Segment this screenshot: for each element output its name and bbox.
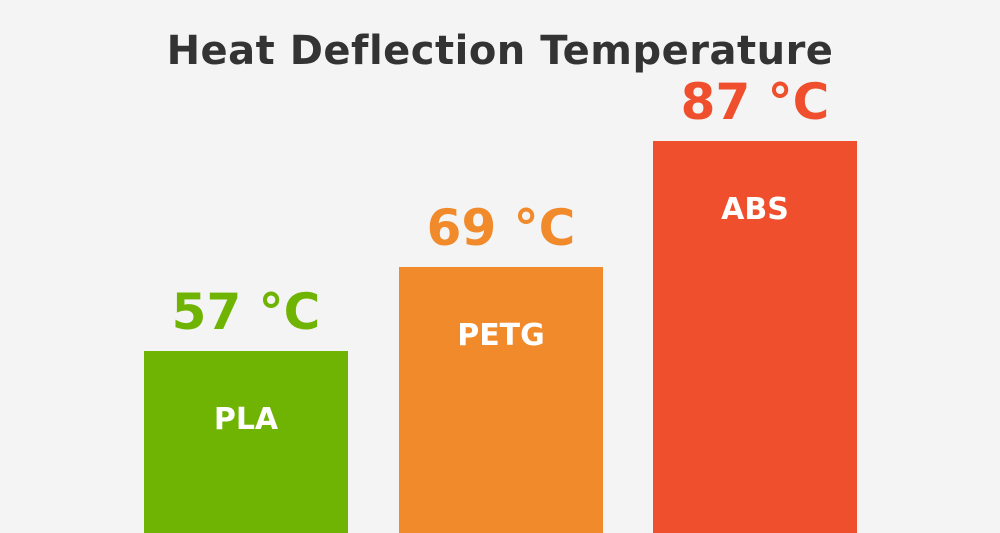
chart-title: Heat Deflection Temperature	[166, 28, 834, 74]
bar-petg	[399, 267, 603, 533]
bar-value-label-abs: 87 °C	[681, 73, 830, 131]
bar-pla	[144, 351, 348, 533]
bar-category-label-petg: PETG	[457, 318, 545, 353]
bar-value-label-pla: 57 °C	[172, 283, 321, 341]
bar-value-label-petg: 69 °C	[427, 199, 576, 257]
bar-category-label-pla: PLA	[214, 402, 279, 437]
bar-category-label-abs: ABS	[721, 192, 789, 227]
bar-abs	[653, 141, 857, 533]
